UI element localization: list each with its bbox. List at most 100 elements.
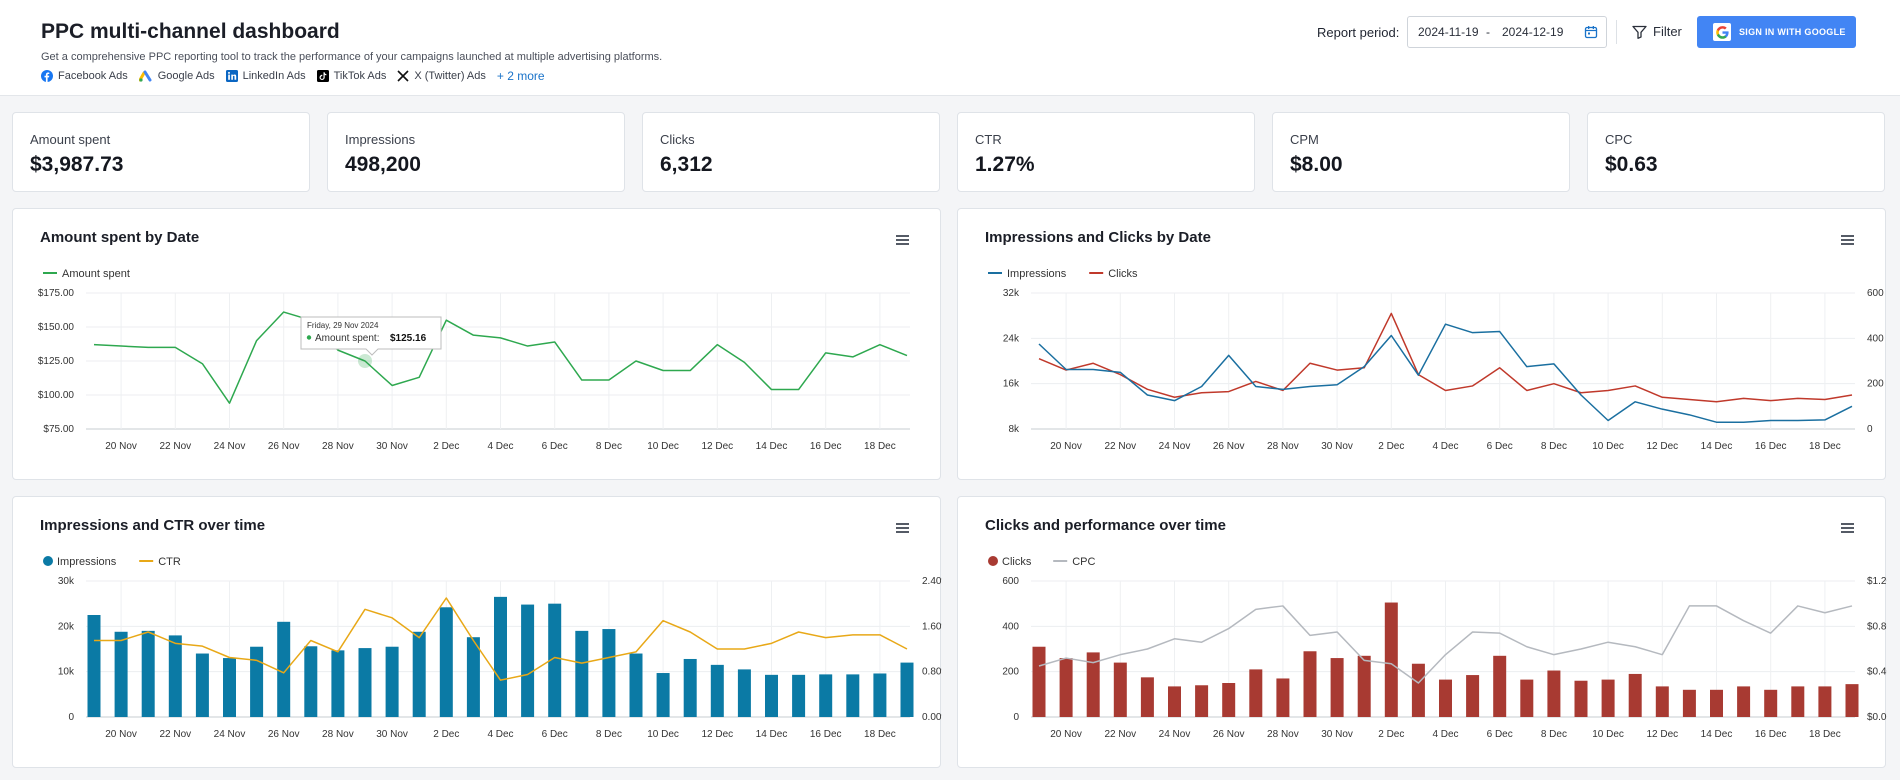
x-tick-label: 28 Nov xyxy=(322,441,354,452)
x-tick-label: 26 Nov xyxy=(268,729,300,740)
kpi-impressions: Impressions 498,200 xyxy=(327,112,625,192)
date-from[interactable]: 2024-11-19 xyxy=(1418,25,1479,39)
clicks-bar xyxy=(1086,652,1100,717)
y-tick-label: 20k xyxy=(58,621,75,632)
legend-label: Clicks xyxy=(1002,556,1032,568)
clicks-bar xyxy=(1384,602,1398,717)
x-tick-label: 8 Dec xyxy=(1541,729,1567,740)
source-facebook-ads[interactable]: Facebook Ads xyxy=(41,70,128,82)
x-tick-label: 18 Dec xyxy=(864,729,896,740)
chart-menu-icon[interactable] xyxy=(1841,235,1854,247)
impressions-bar xyxy=(412,631,426,717)
x-tick-label: 4 Dec xyxy=(487,441,513,452)
x-tick-label: 22 Nov xyxy=(1104,441,1136,452)
impressions-bar xyxy=(900,662,914,717)
kpi-value: 498,200 xyxy=(345,153,421,176)
clicks-bar xyxy=(1411,663,1425,717)
impressions-bar xyxy=(466,637,480,717)
x-tick-label: 4 Dec xyxy=(1432,729,1458,740)
y-right-tick-label: 0.00% xyxy=(922,712,942,723)
source-google-ads[interactable]: Google Ads xyxy=(138,70,215,82)
clicks-bar xyxy=(1330,658,1344,717)
x-tick-label: 10 Dec xyxy=(1592,729,1624,740)
facebook-icon xyxy=(41,70,53,82)
chart-title: Impressions and Clicks by Date xyxy=(985,229,1211,246)
y-tick-label: 8k xyxy=(1008,424,1020,435)
x-tick-label: 18 Dec xyxy=(1809,441,1841,452)
clicks-bar xyxy=(1682,689,1696,717)
y-right-tick-label: 400 xyxy=(1867,333,1884,344)
clicks-bar xyxy=(1574,680,1588,717)
source-linkedin-ads[interactable]: LinkedIn Ads xyxy=(225,70,306,82)
legend-marker-0 xyxy=(43,556,53,566)
clicks-bar xyxy=(1466,675,1480,717)
hover-point-halo xyxy=(358,354,372,368)
x-tick-label: 6 Dec xyxy=(542,729,568,740)
x-tick-label: 28 Nov xyxy=(322,729,354,740)
chart-menu-icon[interactable] xyxy=(896,235,909,247)
kpi-cpc: CPC $0.63 xyxy=(1587,112,1885,192)
x-tick-label: 28 Nov xyxy=(1267,441,1299,452)
amount-spent-series-line xyxy=(93,311,908,404)
source-label: Facebook Ads xyxy=(58,70,128,82)
impressions-bar xyxy=(331,650,345,717)
impressions-bar xyxy=(575,630,589,717)
kpi-ctr: CTR 1.27% xyxy=(957,112,1255,192)
clicks-bar xyxy=(1276,678,1290,717)
clicks-bar xyxy=(1655,686,1669,717)
x-tick-label: 6 Dec xyxy=(542,441,568,452)
calendar-icon[interactable] xyxy=(1584,25,1598,39)
clicks-bar xyxy=(1032,646,1046,717)
legend-label: Amount spent xyxy=(62,268,130,280)
kpi-clicks: Clicks 6,312 xyxy=(642,112,940,192)
x-tick-label: 16 Dec xyxy=(810,441,842,452)
date-to[interactable]: 2024-12-19 xyxy=(1502,25,1564,39)
impressions-bar xyxy=(494,596,507,717)
y-tick-label: 16k xyxy=(1003,379,1020,390)
header-divider xyxy=(1616,20,1617,44)
x-tick-label: 12 Dec xyxy=(701,729,733,740)
chart-menu-icon[interactable] xyxy=(896,523,909,535)
sign-in-with-google-button[interactable]: SIGN IN WITH GOOGLE xyxy=(1697,16,1856,48)
clicks-bar xyxy=(1737,686,1751,717)
source-label: LinkedIn Ads xyxy=(242,70,306,82)
impressions-bar xyxy=(846,674,860,717)
x-tick-label: 22 Nov xyxy=(159,441,191,452)
x-tick-label: 30 Nov xyxy=(1321,729,1353,740)
impressions-bar xyxy=(873,673,887,717)
clicks-bar xyxy=(1547,670,1561,717)
clicks-bar xyxy=(1249,669,1263,717)
y-tick-label: 10k xyxy=(58,667,75,678)
source-x-twitter-ads[interactable]: X (Twitter) Ads xyxy=(397,70,486,82)
clicks-performance-chart: Clicks CPC 0 200 400 600 $0.00 $0.40 $0.80 $1.20 2… xyxy=(988,556,1887,740)
x-tick-label: 12 Dec xyxy=(701,441,733,452)
source-tiktok-ads[interactable]: TikTok Ads xyxy=(316,70,386,82)
impressions-bar xyxy=(277,621,291,717)
more-sources-link[interactable]: + 2 more xyxy=(496,69,545,83)
clicks-bar xyxy=(1601,679,1615,717)
x-tick-label: 14 Dec xyxy=(756,729,788,740)
legend-marker-0 xyxy=(988,556,998,566)
x-tick-label: 10 Dec xyxy=(647,729,679,740)
filter-icon xyxy=(1632,25,1647,39)
x-tick-label: 20 Nov xyxy=(105,441,137,452)
clicks-bar xyxy=(1168,686,1181,717)
y-tick-label: $75.00 xyxy=(43,424,74,435)
impressions-bar xyxy=(765,674,778,717)
impressions-bar xyxy=(385,646,399,717)
clicks-bar xyxy=(1493,655,1507,717)
x-tick-label: 2 Dec xyxy=(1378,441,1404,452)
y-tick-label: 30k xyxy=(58,576,75,587)
y-right-tick-label: 600 xyxy=(1867,288,1884,299)
report-period-picker[interactable]: 2024-11-19 - 2024-12-19 xyxy=(1407,16,1607,48)
x-tick-label: 12 Dec xyxy=(1646,441,1678,452)
impressions-bar xyxy=(223,658,236,717)
y-right-tick-label: $0.40 xyxy=(1867,667,1887,678)
x-tick-label: 6 Dec xyxy=(1487,441,1513,452)
chart-title: Clicks and performance over time xyxy=(985,517,1226,534)
page-title: PPC multi-channel dashboard xyxy=(41,20,340,43)
filter-button[interactable]: Filter xyxy=(1632,24,1682,39)
source-label: Google Ads xyxy=(157,70,215,82)
kpi-label: CPM xyxy=(1290,132,1319,147)
chart-menu-icon[interactable] xyxy=(1841,523,1854,535)
